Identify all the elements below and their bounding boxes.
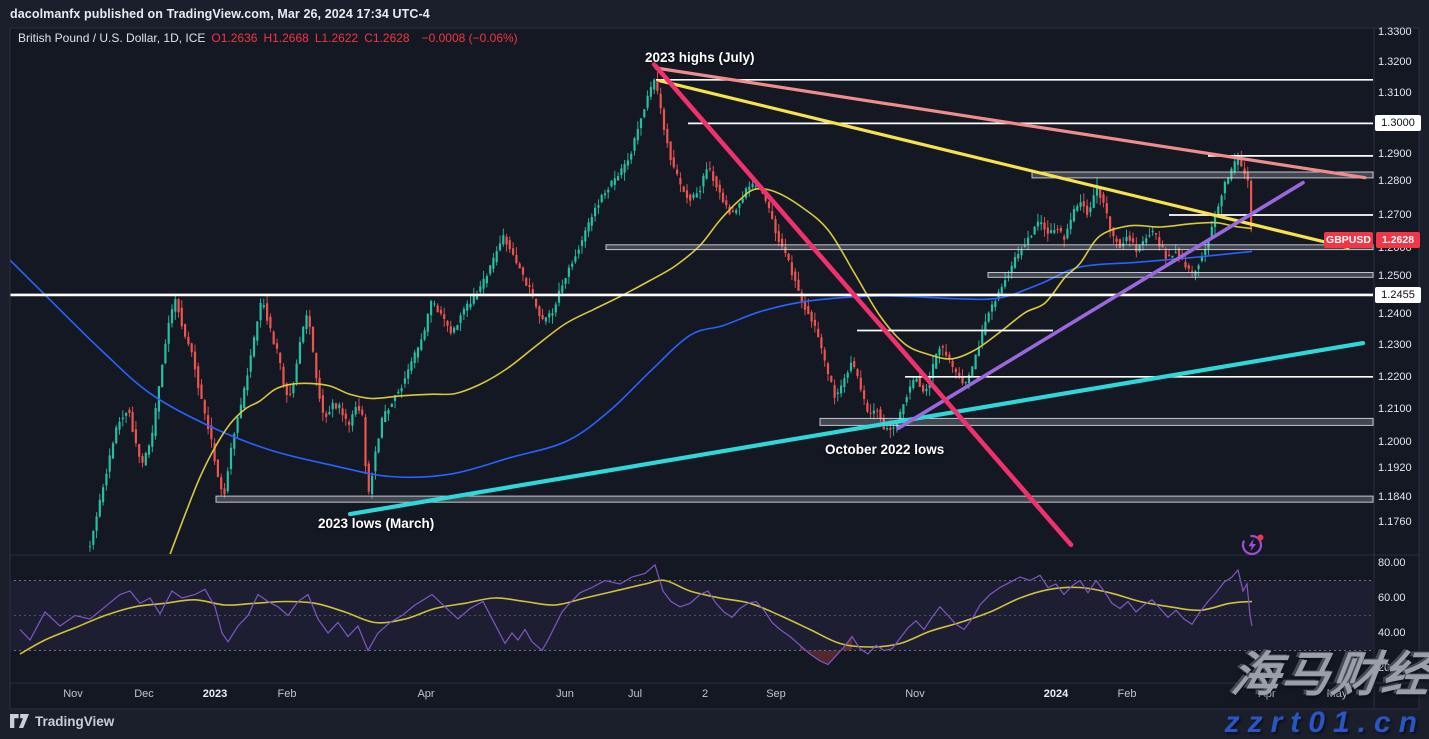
annotation-text[interactable]: 2023 lows (March) (318, 516, 435, 531)
change-value: −0.0008 (−0.06%) (421, 31, 518, 45)
last-price-tag-value: 1.2628 (1376, 232, 1420, 248)
price-tick-1.2400: 1.2400 (1378, 308, 1412, 320)
trendline-downtrend-salmon[interactable] (654, 66, 1367, 180)
price-tick-1.2300: 1.2300 (1378, 339, 1412, 351)
price-tick-1.2700: 1.2700 (1378, 209, 1412, 221)
ohlc-o: O1.2636 (211, 31, 258, 45)
trendline-downtrend-yellow[interactable] (658, 79, 1350, 250)
zone-zone-1-26[interactable] (605, 244, 1374, 251)
price-tick-1.1840: 1.1840 (1378, 491, 1412, 503)
price-tick-1.2455: 1.2455 (1375, 287, 1421, 303)
price-tick-1.2800: 1.2800 (1378, 175, 1412, 187)
zone-zone-1-28[interactable] (1031, 171, 1374, 179)
price-tick-1.2500: 1.2500 (1378, 270, 1412, 282)
price-tick-1.3200: 1.3200 (1378, 56, 1412, 68)
time-tick-Feb: Feb (277, 688, 297, 700)
ohlc-h: H1.2668 (263, 31, 309, 45)
trendline-uptrend-purple[interactable] (896, 180, 1305, 431)
watermark-domain: zzrt01.cn (1224, 706, 1425, 739)
ohlc-values: O1.2636 H1.2668 L1.2622 C1.2628 (211, 31, 415, 45)
symbol-legend[interactable]: British Pound / U.S. Dollar, 1D, ICE O1.2… (18, 31, 524, 45)
time-tick-Apr: Apr (417, 688, 435, 700)
rsi-tick-20.00: 20.00 (1378, 662, 1406, 674)
tradingview-logo[interactable]: TradingView (10, 714, 114, 729)
annotation-text[interactable]: 2023 highs (July) (645, 50, 755, 65)
price-tick-1.2000: 1.2000 (1378, 436, 1412, 448)
zone-october-2022-lows-zone[interactable] (819, 417, 1374, 426)
price-tick-1.2200: 1.2200 (1378, 371, 1412, 383)
rsi-tick-80.00: 80.00 (1378, 557, 1406, 569)
tradingview-logo-text: TradingView (35, 714, 115, 729)
price-tick-1.3000: 1.3000 (1375, 115, 1421, 131)
time-tick-2023: 2023 (202, 688, 228, 700)
ohlc-l: L1.2622 (314, 31, 359, 45)
trendline-uptrend-cyan[interactable] (347, 341, 1366, 517)
price-tick-1.3100: 1.3100 (1378, 87, 1412, 99)
boost-streak-icon[interactable] (1239, 530, 1267, 558)
time-tick-2024: 2024 (1043, 688, 1069, 700)
rsi-tick-40.00: 40.00 (1378, 627, 1406, 639)
symbol-title[interactable]: British Pound / U.S. Dollar, 1D, ICE (18, 31, 206, 45)
watermark-cjk: 海马财经 (1228, 649, 1429, 702)
time-tick-Jun: Jun (556, 688, 574, 700)
time-tick-Nov: Nov (905, 688, 925, 700)
notification-dot (1257, 534, 1264, 541)
time-tick-Jul: Jul (627, 688, 643, 700)
annotation-text[interactable]: October 2022 lows (825, 442, 945, 457)
time-tick-May: May (1326, 688, 1348, 700)
last-price-tag-symbol: GBPUSD (1324, 232, 1373, 248)
trendline-steep-downtrend-pink[interactable] (651, 62, 1074, 548)
ohlc-c: C1.2628 (364, 31, 410, 45)
tradingview-mark-icon (10, 714, 29, 728)
price-tick-1.2900: 1.2900 (1378, 148, 1412, 160)
zone-2023-lows-zone[interactable] (215, 495, 1374, 503)
price-tick-1.3300: 1.3300 (1378, 26, 1412, 38)
price-tick-1.1760: 1.1760 (1378, 516, 1412, 528)
price-tick-1.1920: 1.1920 (1378, 462, 1412, 474)
time-tick-2: 2 (701, 688, 709, 700)
time-tick-Dec: Dec (134, 688, 154, 700)
rsi-tick-60.00: 60.00 (1378, 592, 1406, 604)
flash-circle-icon (1241, 534, 1264, 556)
zone-zone-1-25[interactable] (987, 272, 1374, 278)
time-tick-Nov: Nov (63, 688, 83, 700)
publish-line: dacolmanfx published on TradingView.com,… (10, 7, 430, 21)
time-tick-Sep: Sep (766, 688, 786, 700)
time-tick-Apr: Apr (1258, 688, 1276, 700)
price-tick-1.2100: 1.2100 (1378, 403, 1412, 415)
time-tick-Feb: Feb (1117, 688, 1137, 700)
